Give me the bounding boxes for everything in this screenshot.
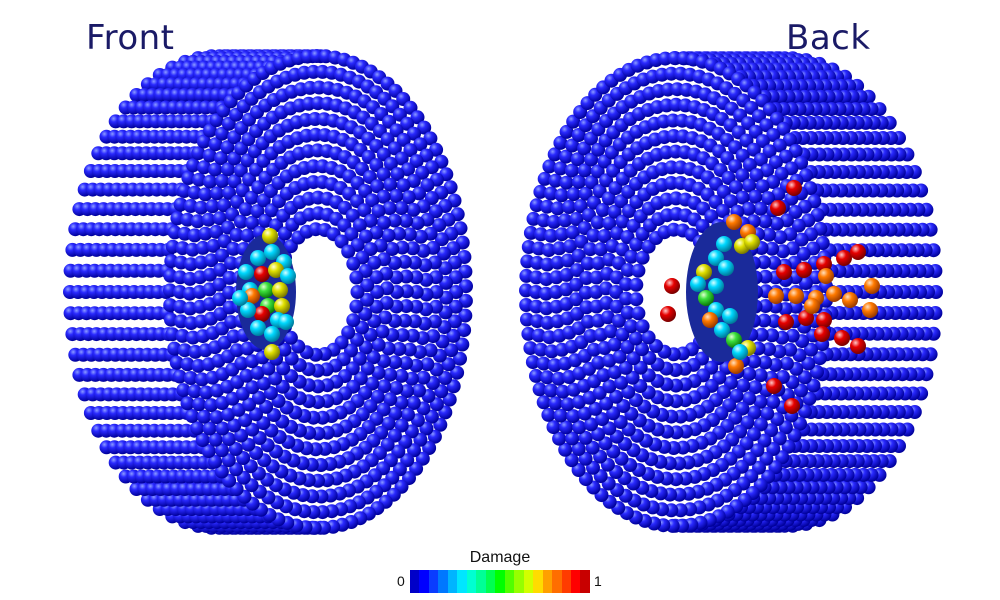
particle: [411, 216, 425, 230]
particle: [664, 278, 680, 294]
damage-color-bar: [410, 570, 590, 593]
particle: [351, 285, 365, 299]
legend-swatch: [552, 570, 561, 593]
legend-swatch: [476, 570, 485, 593]
legend-swatch: [505, 570, 514, 593]
particle: [341, 245, 355, 259]
particle: [250, 250, 266, 266]
particle: [412, 384, 426, 398]
particle: [784, 398, 800, 414]
legend-swatch: [457, 570, 466, 593]
particle: [850, 338, 866, 354]
legend-min-label: 0: [397, 573, 405, 589]
particle: [796, 262, 812, 278]
particle: [349, 300, 363, 314]
particle: [818, 268, 834, 284]
legend-swatch: [524, 570, 533, 593]
legend-swatch: [438, 570, 447, 593]
particle: [722, 308, 738, 324]
particle: [842, 292, 858, 308]
particle: [250, 320, 266, 336]
particle: [748, 190, 762, 204]
legend-swatch: [429, 570, 438, 593]
legend-swatch: [486, 570, 495, 593]
particle: [690, 276, 706, 292]
particle: [280, 268, 296, 284]
particle: [850, 244, 866, 260]
particle: [549, 396, 563, 410]
particle: [555, 188, 569, 202]
particle: [726, 214, 742, 230]
particle: [544, 384, 558, 398]
legend-swatch: [467, 570, 476, 593]
particle: [814, 326, 830, 342]
particle: [744, 234, 760, 250]
particle: [541, 408, 555, 422]
particle: [254, 306, 270, 322]
particle: [826, 286, 842, 302]
legend-max-label: 1: [594, 573, 602, 589]
particle: [836, 250, 852, 266]
legend-swatch: [580, 570, 589, 593]
particle: [232, 290, 248, 306]
legend-title: Damage: [440, 549, 560, 567]
particle: [834, 330, 850, 346]
particle: [349, 271, 363, 285]
legend-swatch: [571, 570, 580, 593]
particle: [776, 264, 792, 280]
particle: [238, 264, 254, 280]
particle: [766, 378, 782, 394]
particle: [786, 180, 802, 196]
particle: [629, 332, 643, 346]
particle: [804, 298, 820, 314]
particle: [274, 298, 290, 314]
particle: [254, 266, 270, 282]
particle: [389, 189, 403, 203]
particle: [788, 288, 804, 304]
legend-swatch: [543, 570, 552, 593]
legend-swatch: [419, 570, 428, 593]
legend-swatch: [562, 570, 571, 593]
particle: [264, 344, 280, 360]
particle: [770, 200, 786, 216]
particle: [185, 409, 199, 423]
particle: [566, 409, 580, 423]
particle: [264, 326, 280, 342]
particle: [754, 202, 768, 216]
particle: [816, 312, 832, 328]
particle: [258, 282, 274, 298]
particle: [862, 302, 878, 318]
particle: [278, 314, 294, 330]
legend-swatch: [410, 570, 419, 593]
particle: [395, 201, 409, 215]
particle: [660, 306, 676, 322]
particle: [197, 410, 211, 424]
particle: [728, 358, 744, 374]
particle: [192, 397, 206, 411]
particle: [272, 282, 288, 298]
particle: [732, 344, 748, 360]
particle: [718, 260, 734, 276]
particle: [210, 410, 224, 424]
particle: [629, 292, 643, 306]
particle: [567, 187, 581, 201]
legend-swatch: [514, 570, 523, 593]
particle: [864, 278, 880, 294]
particle: [636, 319, 650, 333]
particle: [631, 264, 645, 278]
particle: [778, 314, 794, 330]
particle: [346, 257, 360, 271]
legend-swatch: [533, 570, 542, 593]
particle: [716, 236, 732, 252]
particle: [210, 186, 224, 200]
particle: [262, 228, 278, 244]
particle: [768, 288, 784, 304]
particle: [629, 278, 643, 292]
legend-swatch: [448, 570, 457, 593]
particle: [631, 306, 645, 320]
particle: [203, 175, 217, 189]
particle: [346, 313, 360, 327]
legend-swatch: [495, 570, 504, 593]
